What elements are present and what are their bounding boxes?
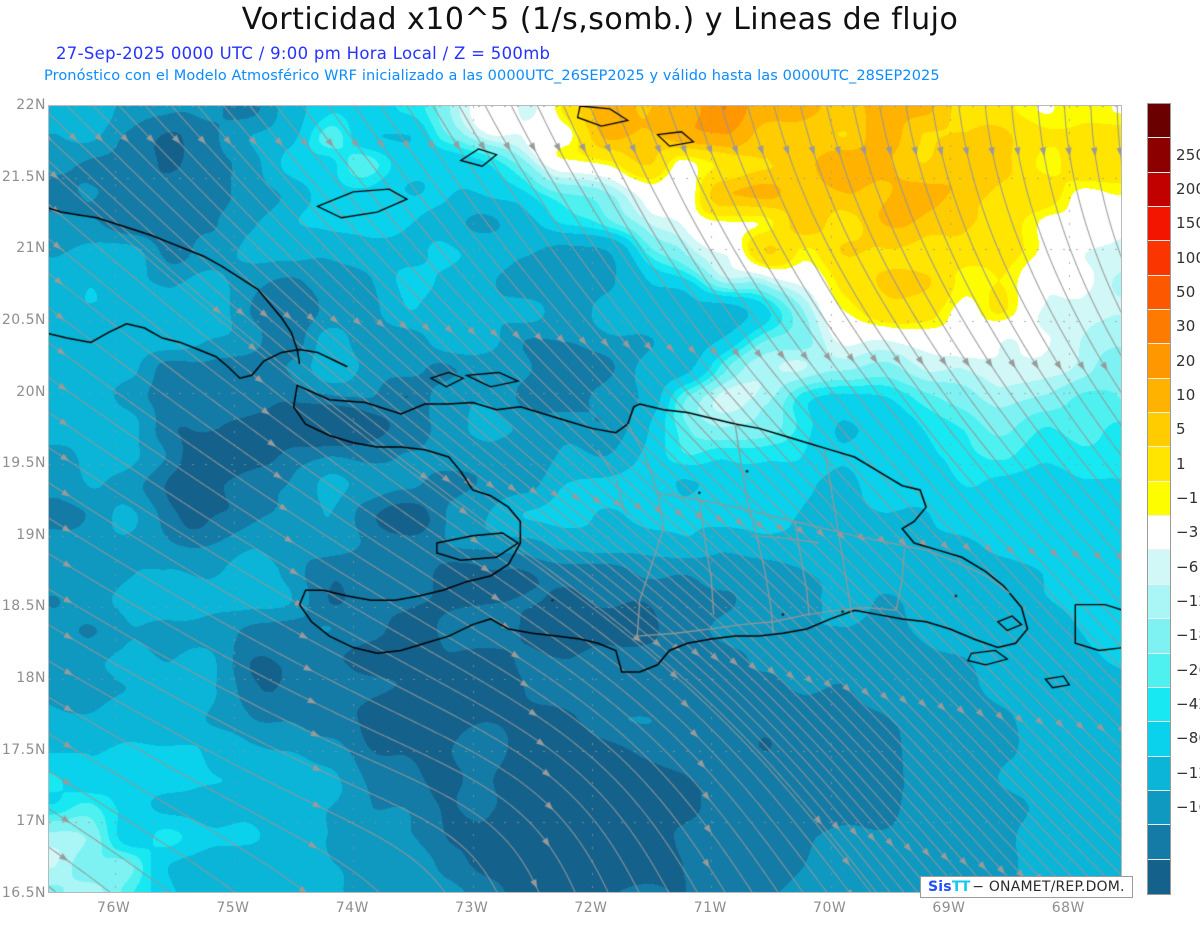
title-block: Vorticidad x10^5 (1/s,somb.) y Lineas de…	[0, 0, 1200, 95]
longitude-tick-label: 70W	[813, 900, 847, 916]
colorbar-band	[1148, 653, 1170, 688]
colorbar-band	[1148, 584, 1170, 620]
watermark-sis-text: Sis	[928, 879, 952, 895]
longitude-tick-label: 71W	[693, 900, 727, 916]
colorbar-band	[1148, 138, 1170, 173]
watermark-tt-logo: TT	[951, 879, 970, 895]
colorbar-tick-label: 20	[1176, 351, 1196, 370]
colorbar-band	[1148, 619, 1170, 654]
colorbar-band	[1148, 241, 1170, 276]
watermark-agency-text: − ONAMET/REP.DOM.	[972, 879, 1125, 895]
colorbar-band	[1148, 275, 1170, 311]
colorbar-band	[1148, 516, 1170, 551]
colorbar-tick-label: 150	[1176, 214, 1200, 233]
colorbar-tick-label: −18	[1176, 626, 1200, 645]
latitude-tick-label: 18N	[16, 670, 46, 687]
model-description-subtitle: Pronóstico con el Modelo Atmosférico WRF…	[44, 68, 940, 84]
colorbar-tick-label: −6	[1176, 557, 1199, 576]
longitude-tick-label: 69W	[932, 900, 966, 916]
longitude-tick-label: 73W	[455, 900, 489, 916]
colorbar-tick-label: −80	[1176, 729, 1200, 748]
colorbar-band	[1148, 722, 1170, 757]
colorbar-band	[1148, 344, 1170, 379]
colorbar-tick-label: 10	[1176, 385, 1196, 404]
colorbar-band	[1148, 859, 1170, 894]
latitude-tick-label: 19N	[16, 526, 46, 543]
vorticity-colorbar	[1147, 103, 1171, 895]
colorbar-band	[1148, 378, 1170, 414]
colorbar-tick-label: 50	[1176, 282, 1196, 301]
colorbar-tick-label: 1	[1176, 454, 1186, 473]
colorbar-band	[1148, 481, 1170, 517]
colorbar-band	[1148, 687, 1170, 723]
latitude-tick-label: 22N	[16, 97, 46, 113]
colorbar-band	[1148, 550, 1170, 585]
colorbar-band	[1148, 756, 1170, 791]
latitude-tick-label: 19.5N	[1, 455, 46, 472]
colorbar-tick-label: −160	[1176, 798, 1200, 817]
valid-time-subtitle: 27-Sep-2025 0000 UTC / 9:00 pm Hora Loca…	[56, 44, 551, 63]
colorbar-band	[1148, 172, 1170, 208]
colorbar-tick-label: −120	[1176, 763, 1200, 782]
latitude-tick-label: 21.5N	[1, 168, 46, 185]
map-plot-area[interactable]	[48, 105, 1122, 893]
longitude-axis: 76W 75W 74W 73W 72W 71W 70W 69W 68W	[48, 900, 1122, 924]
latitude-tick-label: 16.5N	[1, 885, 46, 901]
longitude-tick-label: 74W	[335, 900, 369, 916]
colorbar-band	[1148, 207, 1170, 242]
longitude-tick-label: 76W	[97, 900, 131, 916]
longitude-tick-label: 72W	[574, 900, 608, 916]
longitude-tick-label: 68W	[1051, 900, 1085, 916]
latitude-tick-label: 20N	[16, 383, 46, 400]
colorbar-tick-label: 100	[1176, 248, 1200, 267]
colorbar-tick-label: −42	[1176, 695, 1200, 714]
latitude-tick-label: 17.5N	[1, 741, 46, 758]
colorbar-tick-label: −3	[1176, 523, 1199, 542]
colorbar-tick-label: −26	[1176, 660, 1200, 679]
latitude-tick-label: 18.5N	[1, 598, 46, 615]
streamlines-and-coastlines-overlay	[49, 106, 1121, 892]
colorbar-band	[1148, 825, 1170, 860]
latitude-tick-label: 21N	[16, 240, 46, 257]
colorbar-band	[1148, 104, 1170, 139]
latitude-tick-label: 20.5N	[1, 311, 46, 328]
colorbar-band	[1148, 310, 1170, 345]
colorbar-band	[1148, 447, 1170, 482]
colorbar-tick-label: 30	[1176, 317, 1196, 336]
colorbar-tick-label: 250	[1176, 145, 1200, 164]
latitude-tick-label: 17N	[16, 813, 46, 830]
colorbar-tick-label: 5	[1176, 420, 1186, 439]
colorbar-band	[1148, 790, 1170, 826]
colorbar-tick-label: −1	[1176, 489, 1199, 507]
page-title: Vorticidad x10^5 (1/s,somb.) y Lineas de…	[241, 2, 959, 37]
longitude-tick-label: 75W	[216, 900, 250, 916]
watermark-badge: Sis TT − ONAMET/REP.DOM.	[920, 876, 1133, 898]
latitude-axis: 22N 21.5N 21N 20.5N 20N 19.5N 19N 18.5N 18N 17.5N…	[0, 97, 46, 901]
colorbar-tick-label: 200	[1176, 179, 1200, 198]
colorbar-tick-label: −12	[1176, 592, 1200, 611]
colorbar-band	[1148, 413, 1170, 448]
